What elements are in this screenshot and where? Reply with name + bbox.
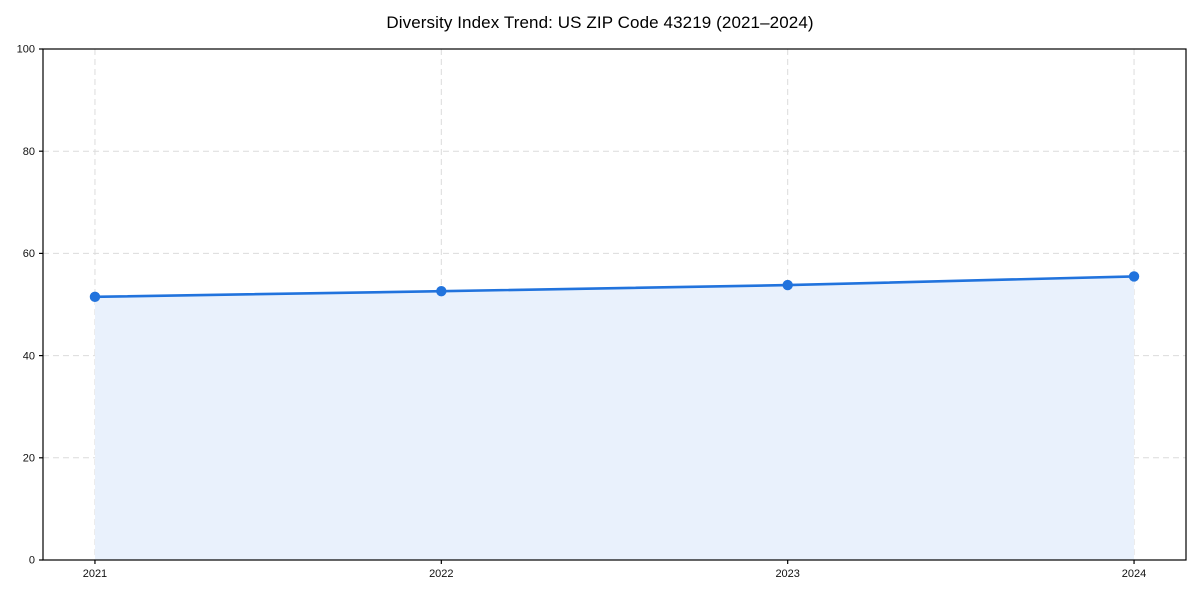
trend-line	[93, 275, 1136, 299]
x-tick-label: 2024	[1122, 568, 1146, 580]
data-point-2022	[436, 286, 447, 297]
plot-frame	[42, 48, 1187, 561]
y-tick-label: 40	[23, 350, 35, 362]
y-tick-label: 60	[23, 248, 35, 260]
y-tick-label: 20	[23, 453, 35, 465]
x-tick-label: 2023	[775, 568, 799, 580]
y-tick-label: 100	[17, 44, 35, 56]
trend-area	[95, 276, 1134, 560]
y-tick-label: 80	[23, 146, 35, 158]
data-point-2023	[782, 279, 793, 291]
chart-title: Diversity Index Trend: US ZIP Code 43219…	[386, 13, 814, 32]
data-point-2021	[89, 291, 101, 303]
y-tick-label: 0	[29, 555, 35, 567]
data-point-2024	[1128, 271, 1140, 282]
x-tick-label: 2022	[429, 568, 453, 580]
x-tick-label: 2021	[83, 568, 107, 580]
